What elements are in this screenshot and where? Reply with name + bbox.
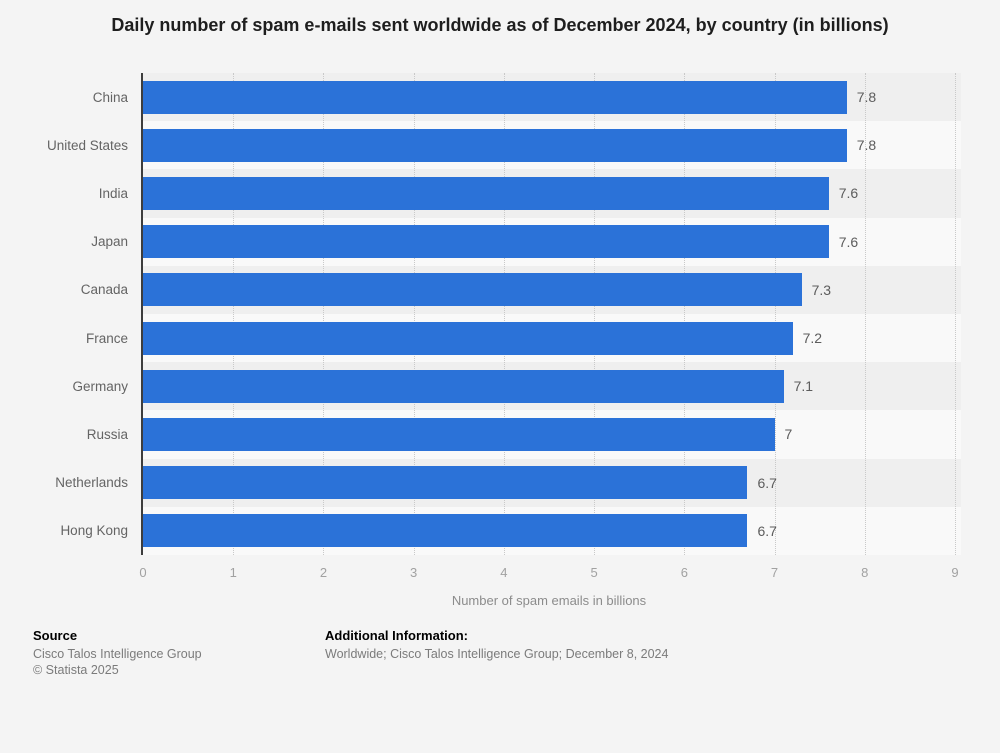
bar-value-label: 7.6 [838, 233, 859, 250]
additional-info-label: Additional Information: [325, 628, 468, 643]
bar-canada[interactable] [143, 273, 802, 307]
category-label: Netherlands [55, 475, 128, 491]
row-band: 7.2 [143, 313, 961, 363]
category-label: France [85, 330, 128, 346]
x-tick-label: 7 [770, 565, 779, 580]
bar-value-label: 7 [784, 426, 793, 443]
bar-value-label: 7.1 [793, 378, 814, 395]
copyright-notice: © Statista 2025 [33, 662, 119, 677]
x-axis-ticks: 0 1 2 3 4 5 6 7 8 9 [0, 565, 1000, 581]
chart-row: France 7.2 [0, 313, 1000, 363]
chart-row: India 7.6 [0, 169, 1000, 218]
bar-china[interactable] [143, 80, 847, 114]
bar-value-label: 7.2 [802, 330, 823, 347]
category-label: Japan [91, 234, 128, 250]
bar-france[interactable] [143, 321, 793, 355]
category-label: Canada [80, 282, 128, 298]
bar-value-label: 7.3 [811, 281, 832, 298]
x-axis-title: Number of spam emails in billions [451, 593, 647, 608]
bar-value-label: 7.6 [838, 185, 859, 202]
additional-info-block: Additional Information: Worldwide; Cisco… [325, 628, 668, 663]
bar-netherlands[interactable] [143, 466, 748, 500]
source-label: Source [33, 628, 78, 643]
bar-germany[interactable] [143, 369, 784, 403]
row-band: 7.1 [143, 362, 961, 411]
x-tick-label: 0 [139, 565, 147, 580]
row-band: 6.7 [143, 458, 961, 507]
chart-row: China 7.8 [0, 73, 1000, 122]
row-band: 7.8 [143, 121, 961, 170]
chart-row: Germany 7.1 [0, 362, 1000, 411]
category-label: United States [46, 137, 128, 153]
x-tick-label: 3 [410, 565, 418, 580]
chart-row: Hong Kong 6.7 [0, 506, 1000, 555]
additional-info-text: Worldwide; Cisco Talos Intelligence Grou… [325, 647, 669, 661]
chart-row: Japan 7.6 [0, 217, 1000, 266]
x-tick-label: 8 [861, 565, 869, 580]
bar-value-label: 7.8 [856, 137, 877, 154]
statista-chart-page: Daily number of spam e-mails sent worldw… [0, 10, 1000, 753]
chart-row: United States 7.8 [0, 121, 1000, 170]
category-label: Hong Kong [60, 523, 128, 539]
row-band: 6.7 [143, 506, 961, 555]
bar-united-states[interactable] [143, 128, 847, 162]
bar-russia[interactable] [143, 417, 775, 451]
bar-india[interactable] [143, 176, 829, 210]
x-tick-label: 2 [319, 565, 328, 580]
category-label: India [98, 185, 128, 201]
category-label: Germany [72, 378, 128, 394]
row-band: 7.3 [143, 265, 961, 314]
category-label: Russia [86, 426, 128, 442]
chart-row: Russia 7 [0, 410, 1000, 459]
bar-japan[interactable] [143, 225, 829, 259]
x-tick-label: 4 [500, 565, 508, 580]
x-tick-label: 6 [680, 565, 688, 580]
bar-value-label: 6.7 [757, 522, 777, 539]
bar-hong-kong[interactable] [143, 514, 748, 548]
chart-footer: Source Cisco Talos Intelligence Group © … [0, 628, 1000, 678]
bar-value-label: 6.7 [757, 474, 777, 491]
chart-title: Daily number of spam e-mails sent worldw… [111, 15, 889, 35]
y-axis-line [141, 73, 143, 555]
x-tick-label: 5 [590, 565, 598, 580]
row-band: 7 [143, 410, 961, 459]
bar-value-label: 7.8 [856, 89, 877, 106]
x-tick-label: 1 [229, 565, 237, 580]
bar-chart: China 7.8 United States 7.8 India 7.6 Japan 7.6… [0, 73, 1000, 628]
row-band: 7.8 [143, 73, 961, 122]
bar-rows: China 7.8 United States 7.8 India 7.6 Japan 7.6… [0, 73, 1000, 555]
source-name: Cisco Talos Intelligence Group [33, 647, 202, 661]
chart-row: Netherlands 6.7 [0, 458, 1000, 507]
x-tick-label: 9 [951, 565, 959, 580]
category-label: China [92, 89, 128, 105]
row-band: 7.6 [143, 169, 961, 218]
source-block: Source Cisco Talos Intelligence Group © … [33, 628, 325, 678]
row-band: 7.6 [143, 217, 961, 266]
chart-row: Canada 7.3 [0, 265, 1000, 314]
